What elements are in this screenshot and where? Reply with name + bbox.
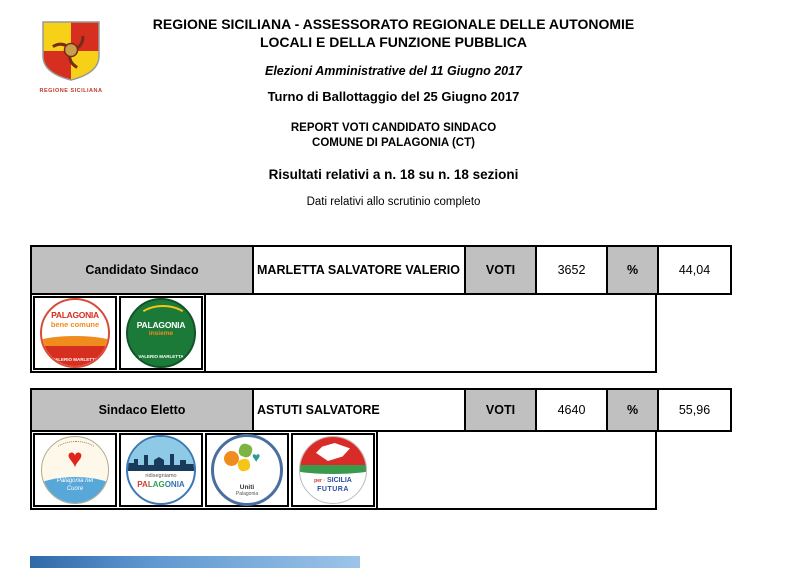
- votes-label-cell: VOTI: [464, 388, 537, 432]
- runoff-date-line: Turno di Ballottaggio del 25 Giugno 2017: [267, 89, 520, 104]
- orange-blob: [224, 451, 239, 466]
- party-logo-cell-bene-comune: PALAGONIA bene comune VALERIO MARLETTA: [33, 296, 117, 370]
- city-skyline-icon: [128, 454, 194, 471]
- percent-value-cell: 44,04: [657, 245, 732, 295]
- yellow-blob: [236, 457, 252, 473]
- arc-text-decoration: [53, 441, 99, 467]
- logo-text-line: SICILIA: [326, 477, 352, 484]
- percent-label-cell: %: [606, 388, 659, 432]
- logo-text: FUTURA: [317, 486, 349, 493]
- percent-value-cell: 55,96: [657, 388, 732, 432]
- votes-label-cell: VOTI: [464, 245, 537, 295]
- logo-text: Uniti: [239, 484, 255, 491]
- logo-text: PALAGONIA: [128, 480, 194, 489]
- scrutiny-status-line: Dati relativi allo scrutinio completo: [306, 196, 481, 208]
- logo-text-line: Palagonia nel: [56, 478, 94, 484]
- role-label-cell: Candidato Sindaco: [30, 245, 254, 295]
- sicily-island-icon: [316, 443, 350, 461]
- green-wave: [300, 465, 366, 474]
- logo-text: Palagonia: [235, 491, 259, 497]
- party-logos-row: ♥ Palagonia nel Cuore ridisegniamo: [30, 430, 657, 510]
- party-logo-cell-uniti: ♥ Uniti Palagonia: [205, 433, 289, 507]
- role-label-cell: Sindaco Eletto: [30, 388, 254, 432]
- empty-cell: [376, 432, 655, 508]
- party-logo-cell-insieme: PALAGONIA insieme VALERIO MARLETTA: [119, 296, 203, 370]
- blue-wave: [42, 477, 108, 503]
- report-title-line-2: COMUNE DI PALAGONIA (CT): [312, 137, 475, 149]
- palagonia-bene-comune-logo-icon: PALAGONIA bene comune VALERIO MARLETTA: [40, 298, 110, 368]
- party-logo-cell-nel-cuore: ♥ Palagonia nel Cuore: [33, 433, 117, 507]
- red-wave: [42, 346, 108, 366]
- regione-siciliana-logo: REGIONE SICILIANA: [38, 20, 104, 94]
- ridisegniamo-palagonia-logo-icon: ridisegniamo PALAGONIA: [126, 435, 196, 505]
- percent-label-cell: %: [606, 245, 659, 295]
- logo-text: per · SICILIA: [300, 477, 366, 484]
- candidate-table-astuti: Sindaco Eletto ASTUTI SALVATORE VOTI 464…: [30, 388, 732, 510]
- uniti-per-palagonia-logo-icon: ♥ Uniti Palagonia: [211, 434, 283, 506]
- skyline-graphic: [128, 437, 194, 471]
- election-date-line: Elezioni Amministrative del 11 Giugno 20…: [264, 64, 523, 78]
- sections-count-line: Risultati relativi a n. 18 su n. 18 sezi…: [268, 167, 519, 182]
- palagonia-nel-cuore-logo-icon: ♥ Palagonia nel Cuore: [41, 436, 109, 504]
- party-logos-row: PALAGONIA bene comune VALERIO MARLETTA P…: [30, 293, 657, 373]
- votes-value-cell: 3652: [535, 245, 608, 295]
- logo-text-prefix: per ·: [314, 478, 325, 484]
- page-bottom-blue-bar: [30, 556, 360, 568]
- logo-text: VALERIO MARLETTA: [138, 353, 184, 359]
- empty-cell: [204, 295, 655, 371]
- candidate-name-cell: MARLETTA SALVATORE VALERIO: [252, 245, 466, 295]
- palagonia-insieme-logo-icon: PALAGONIA insieme VALERIO MARLETTA: [126, 298, 196, 368]
- candidate-table-marletta: Candidato Sindaco MARLETTA SALVATORE VAL…: [30, 245, 732, 373]
- report-title: REPORT VOTI CANDIDATO SINDACO COMUNE DI …: [0, 121, 787, 151]
- logo-text-line: Cuore: [66, 485, 84, 492]
- logo-text: VALERIO MARLETTA: [52, 356, 98, 362]
- party-logo-cell-ridisegniamo: ridisegniamo PALAGONIA: [119, 433, 203, 507]
- teal-heart-icon: ♥: [252, 449, 261, 465]
- sicily-coat-of-arms-icon: [42, 21, 100, 81]
- candidate-name-cell: ASTUTI SALVATORE: [252, 388, 466, 432]
- party-logo-cell-sicilia-futura: per · SICILIA FUTURA: [291, 433, 375, 507]
- table-row: Sindaco Eletto ASTUTI SALVATORE VOTI 464…: [30, 388, 732, 432]
- yellow-arc: [137, 305, 189, 335]
- report-title-line-1: REPORT VOTI CANDIDATO SINDACO: [290, 122, 497, 134]
- title-line-2: LOCALI E DELLA FUNZIONE PUBBLICA: [259, 34, 528, 50]
- logo-text: Palagonia nel Cuore: [42, 478, 108, 493]
- table-row: Candidato Sindaco MARLETTA SALVATORE VAL…: [30, 245, 732, 295]
- sicilia-futura-logo-icon: per · SICILIA FUTURA: [299, 436, 367, 504]
- logo-text: PALAGONIA: [51, 310, 99, 320]
- votes-value-cell: 4640: [535, 388, 608, 432]
- page-title: REGIONE SICILIANA - ASSESSORATO REGIONAL…: [0, 15, 787, 51]
- logo-text: bene comune: [50, 320, 100, 329]
- title-line-1: REGIONE SICILIANA - ASSESSORATO REGIONAL…: [152, 16, 635, 32]
- logo-text: ridisegniamo: [145, 473, 177, 479]
- logo-caption: REGIONE SICILIANA: [39, 88, 103, 94]
